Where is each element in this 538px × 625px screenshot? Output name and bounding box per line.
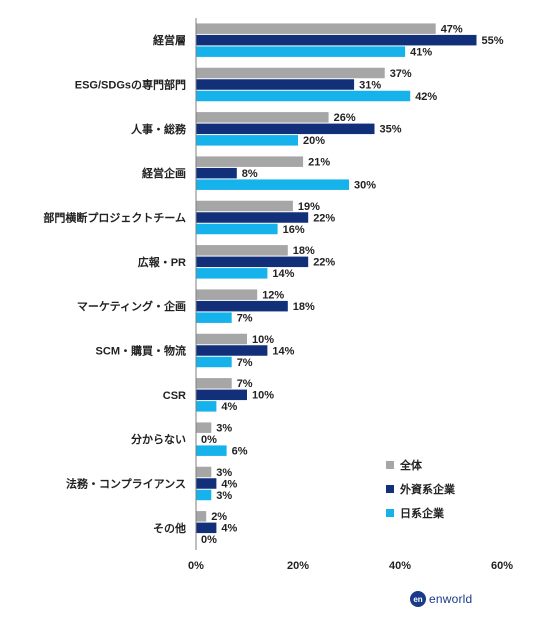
bar-外資系企業 [196, 300, 288, 312]
data-label: 6% [232, 445, 248, 457]
bar-外資系企業 [196, 123, 375, 135]
bar-日系企業 [196, 312, 232, 323]
data-label: 22% [313, 212, 335, 224]
category-label: 広報・PR [138, 255, 186, 269]
category-label: 分からない [131, 432, 186, 446]
bar-全体 [196, 67, 385, 79]
data-label: 16% [283, 224, 305, 236]
data-label: 18% [293, 245, 315, 257]
bar-外資系企業 [196, 256, 309, 268]
bar-全体 [196, 378, 232, 389]
x-tick-label: 20% [287, 560, 309, 572]
x-tick-label: 60% [491, 560, 513, 572]
bar-外資系企業 [196, 345, 268, 356]
data-label: 2% [211, 511, 227, 523]
enworld-logo: en enworld [410, 589, 472, 609]
enworld-logo-icon: en [410, 591, 426, 607]
bar-全体 [196, 112, 329, 123]
bar-日系企業 [196, 445, 227, 456]
data-label: 19% [298, 201, 320, 213]
data-label: 18% [293, 301, 315, 313]
bar-日系企業 [196, 489, 212, 501]
data-label: 10% [252, 334, 274, 346]
data-label: 10% [252, 390, 274, 402]
bar-外資系企業 [196, 522, 217, 534]
bar-外資系企業 [196, 167, 237, 179]
x-tick-label: 40% [389, 560, 411, 572]
data-label: 26% [334, 112, 356, 124]
bar-全体 [196, 466, 212, 478]
data-label: 20% [303, 135, 325, 147]
bar-全体 [196, 333, 247, 345]
category-label: 人事・総務 [131, 122, 187, 136]
enworld-logo-text: enworld [429, 592, 473, 606]
data-label: 7% [237, 312, 253, 324]
data-label: 37% [390, 68, 412, 80]
bar-日系企業 [196, 223, 278, 235]
data-label: 7% [237, 357, 253, 369]
bar-全体 [196, 200, 293, 212]
data-label: 4% [221, 401, 237, 413]
data-label: 22% [313, 257, 335, 269]
category-label: 部門横断プロジェクトチーム [43, 211, 186, 225]
data-label: 30% [354, 179, 376, 191]
legend-swatch [386, 461, 394, 469]
legend-label: 全体 [399, 458, 423, 472]
bar-外資系企業 [196, 478, 217, 489]
data-label: 12% [262, 289, 284, 301]
data-label: 35% [380, 124, 402, 136]
bar-外資系企業 [196, 212, 309, 223]
legend-swatch [386, 485, 394, 493]
data-label: 4% [221, 478, 237, 490]
data-label: 3% [216, 490, 232, 502]
bar-日系企業 [196, 401, 217, 412]
bar-日系企業 [196, 90, 411, 102]
legend-swatch [386, 509, 394, 517]
legend-label: 外資系企業 [399, 482, 456, 496]
bar-全体 [196, 156, 304, 167]
data-label: 3% [216, 467, 232, 479]
bar-外資系企業 [196, 34, 477, 46]
data-label: 4% [221, 523, 237, 535]
bar-全体 [196, 511, 207, 522]
data-label: 31% [359, 79, 381, 91]
data-label: 8% [242, 168, 258, 180]
bar-外資系企業 [196, 389, 247, 401]
bar-日系企業 [196, 135, 298, 146]
bar-日系企業 [196, 356, 232, 368]
bar-日系企業 [196, 46, 406, 57]
data-label: 55% [482, 35, 504, 47]
bar-日系企業 [196, 179, 349, 190]
category-label: 経営層 [153, 33, 186, 47]
bar-全体 [196, 23, 436, 34]
bar-全体 [196, 422, 212, 433]
bar-日系企業 [196, 268, 268, 279]
data-label: 14% [272, 268, 294, 280]
category-label: マーケティング・企画 [77, 299, 186, 313]
legend-label: 日系企業 [400, 506, 445, 520]
data-label: 14% [272, 345, 294, 357]
bar-全体 [196, 245, 288, 256]
data-label: 42% [415, 91, 437, 103]
category-label: 経営企画 [142, 166, 186, 180]
data-label: 41% [410, 46, 432, 58]
bar-外資系企業 [196, 79, 355, 90]
category-label: 法務・コンプライアンス [66, 477, 186, 491]
bar-全体 [196, 289, 258, 300]
category-label: ESG/SDGsの専門部門 [75, 78, 186, 92]
data-label: 0% [201, 434, 217, 446]
data-label: 7% [237, 378, 253, 390]
data-label: 47% [441, 23, 463, 35]
category-label: その他 [153, 521, 186, 535]
x-tick-label: 0% [188, 560, 204, 572]
data-label: 3% [216, 422, 232, 434]
category-label: SCM・購買・物流 [96, 344, 186, 358]
data-label: 0% [201, 534, 217, 546]
category-label: CSR [163, 390, 186, 402]
data-label: 21% [308, 156, 330, 168]
